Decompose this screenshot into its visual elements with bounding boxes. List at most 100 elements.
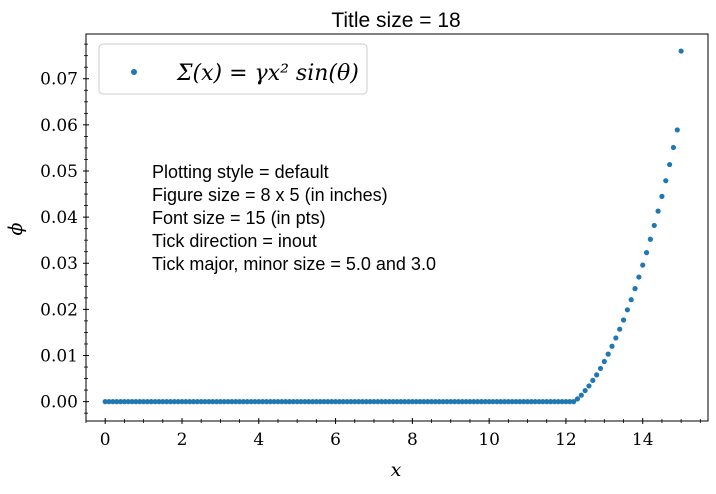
data-point (475, 399, 481, 405)
data-point (409, 399, 415, 405)
data-point (578, 392, 584, 398)
x-tick-label: 2 (177, 430, 188, 450)
data-point (329, 399, 335, 405)
x-tick-label: 6 (330, 430, 341, 450)
data-point (482, 399, 488, 405)
data-point (309, 399, 316, 405)
data-point (528, 399, 534, 405)
data-point (670, 144, 677, 151)
data-point (586, 383, 592, 389)
data-point (271, 399, 277, 405)
data-point (617, 326, 623, 332)
data-point (597, 365, 604, 372)
data-point (336, 399, 343, 405)
data-point (536, 399, 542, 405)
data-point (240, 399, 247, 405)
data-point (440, 399, 446, 405)
data-point (417, 399, 423, 405)
data-point (632, 286, 638, 292)
data-point (620, 317, 627, 323)
data-point (478, 399, 485, 405)
ticks-layer: 0 2 4 6 8 10 12 14 0.00 0.01 0.02 0.03 0.04 0.05 0.06 0… (40, 43, 701, 450)
data-point (524, 399, 531, 405)
data-point (275, 399, 281, 405)
data-point (448, 399, 454, 405)
annotation-line: Figure size = 8 x 5 (in inches) (152, 185, 388, 205)
data-point (302, 399, 308, 405)
x-tick-label: 10 (478, 430, 500, 450)
data-point (501, 399, 508, 405)
data-point (367, 399, 373, 405)
data-point (551, 399, 558, 405)
data-point (325, 399, 331, 405)
data-point (659, 193, 665, 199)
y-tick-label: 0.03 (40, 254, 78, 274)
data-point (609, 343, 615, 349)
data-point (432, 399, 438, 405)
data-point (398, 399, 404, 405)
y-tick-label: 0.04 (40, 208, 78, 228)
data-point (256, 399, 262, 405)
data-point (356, 399, 362, 405)
y-tick-label: 0.02 (40, 300, 78, 320)
x-tick-label: 0 (100, 430, 111, 450)
data-point (202, 399, 208, 405)
annotation-line: Tick direction = inout (152, 231, 317, 251)
data-point (183, 399, 189, 405)
data-point (636, 274, 642, 280)
data-point (213, 399, 220, 405)
legend-box (98, 43, 368, 95)
data-point (459, 399, 465, 405)
legend-label: Σ(x) = γx² sin(θ) (176, 61, 359, 86)
data-point (421, 399, 427, 405)
data-point (490, 399, 496, 405)
data-point (494, 399, 500, 405)
y-tick-label: 0.00 (40, 393, 78, 413)
data-point (114, 399, 120, 405)
data-point (313, 399, 319, 405)
y-tick-label: 0.05 (40, 162, 78, 182)
data-point (121, 399, 127, 405)
data-point (359, 399, 366, 405)
data-point (394, 399, 400, 405)
data-point (352, 399, 358, 405)
data-point (451, 399, 458, 405)
annotation-block: Plotting style = default Figure size = 8… (152, 162, 436, 274)
data-point (379, 399, 385, 405)
data-point (428, 399, 435, 405)
data-point (260, 399, 266, 405)
data-point (655, 208, 661, 214)
data-point (290, 399, 296, 405)
points-layer (102, 48, 684, 405)
data-point (252, 399, 258, 405)
data-point (563, 399, 569, 405)
data-point (148, 399, 154, 405)
data-point (225, 399, 231, 405)
x-tick-label: 4 (253, 430, 264, 450)
data-point (628, 297, 634, 303)
data-point (540, 399, 546, 405)
data-point (233, 399, 239, 405)
data-point (559, 399, 565, 405)
data-point (321, 399, 327, 405)
data-point (647, 236, 654, 242)
data-point (455, 399, 462, 405)
data-point (605, 351, 611, 357)
data-point (498, 399, 504, 405)
x-tick-label: 12 (555, 430, 577, 450)
data-point (674, 127, 680, 133)
data-point (133, 399, 139, 405)
data-point (125, 399, 131, 405)
x-tick-label: 14 (632, 430, 654, 450)
x-tick-label: 8 (407, 430, 418, 450)
data-point (425, 399, 431, 405)
data-point (371, 399, 377, 405)
legend-marker (131, 69, 137, 75)
data-point (521, 399, 527, 405)
data-point (175, 399, 181, 405)
data-point (198, 399, 204, 405)
data-point (179, 399, 185, 405)
data-point (110, 399, 116, 405)
y-axis-label: ϕ (5, 222, 27, 235)
